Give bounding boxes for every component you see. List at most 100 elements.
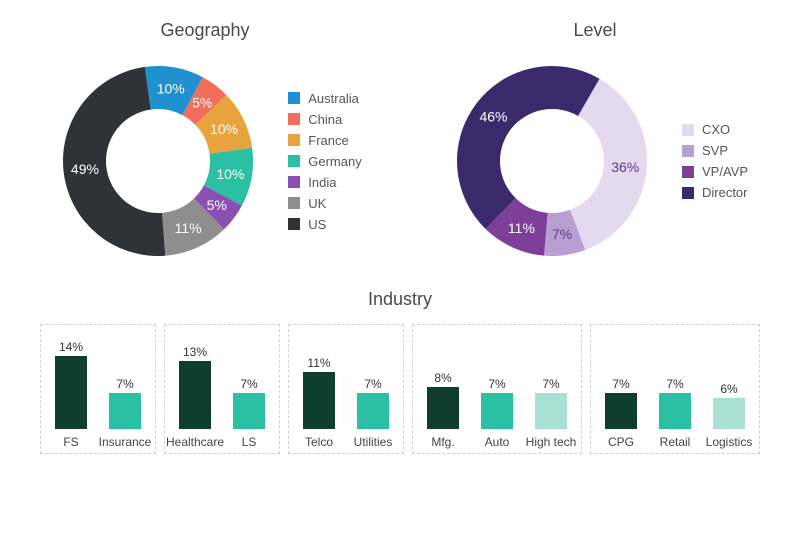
industry-panel: 11% Telco 7% Utilities [288, 324, 404, 454]
legend-swatch [682, 124, 694, 136]
geography-body: 10%5%10%10%5%11%49% AustraliaChinaFrance… [48, 51, 361, 271]
bar-rect [427, 387, 459, 429]
level-legend: CXO SVP VP/AVP Director [682, 122, 748, 200]
legend-swatch [288, 134, 300, 146]
legend-label: China [308, 112, 342, 127]
level-legend-item: CXO [682, 122, 748, 137]
level-chart: Level 36% 7% 11% 46% CXO SVP VP/AVP Director [400, 20, 790, 271]
bar-rect [535, 393, 567, 429]
industry-row: 14% FS 7% Insurance 13% Healthcare 7% LS 11% Telc… [0, 310, 800, 454]
legend-swatch [682, 187, 694, 199]
bar-value: 11% [307, 356, 330, 370]
industry-bar-cpg: 7% CPG [597, 377, 645, 449]
legend-label: Director [702, 185, 748, 200]
geography-donut: 10%5%10%10%5%11%49% [48, 51, 268, 271]
bar-rect [659, 393, 691, 429]
geography-pct-australia: 10% [157, 81, 185, 97]
legend-label: UK [308, 196, 326, 211]
industry-title-wrap: Industry [0, 289, 800, 310]
legend-swatch [288, 92, 300, 104]
legend-swatch [288, 218, 300, 230]
bar-rect [605, 393, 637, 429]
geography-legend-item: Germany [288, 154, 361, 169]
bar-rect [109, 393, 141, 429]
industry-bar-mfg-: 8% Mfg. [419, 371, 467, 449]
legend-swatch [288, 155, 300, 167]
bar-value: 14% [59, 340, 83, 354]
industry-bar-high-tech: 7% High tech [527, 377, 575, 449]
bar-rect [233, 393, 265, 429]
industry-bar-telco: 11% Telco [295, 356, 343, 449]
industry-bar-utilities: 7% Utilities [349, 377, 397, 449]
bar-value: 13% [183, 345, 207, 359]
bar-category: High tech [526, 435, 577, 449]
bar-category: CPG [608, 435, 634, 449]
bar-value: 7% [116, 377, 133, 391]
level-pct-svp: 7% [552, 226, 572, 242]
geography-pct-germany: 10% [217, 166, 245, 182]
bar-category: Retail [660, 435, 691, 449]
legend-swatch [288, 176, 300, 188]
bar-rect [303, 372, 335, 429]
industry-bar-retail: 7% Retail [651, 377, 699, 449]
legend-swatch [288, 197, 300, 209]
legend-label: Germany [308, 154, 361, 169]
industry-panel: 7% CPG 7% Retail 6% Logistics [590, 324, 760, 454]
bar-category: Insurance [99, 435, 152, 449]
bar-value: 7% [612, 377, 629, 391]
level-slice-director [457, 66, 600, 229]
bar-value: 7% [364, 377, 381, 391]
legend-swatch [682, 166, 694, 178]
legend-label: CXO [702, 122, 730, 137]
bar-rect [55, 356, 87, 429]
level-donut: 36% 7% 11% 46% [442, 51, 662, 271]
level-pct-cxo: 36% [611, 159, 639, 175]
industry-panel: 8% Mfg. 7% Auto 7% High tech [412, 324, 582, 454]
bar-value: 7% [240, 377, 257, 391]
bar-value: 6% [720, 382, 737, 396]
bar-category: Auto [485, 435, 510, 449]
geography-legend-item: France [288, 133, 361, 148]
industry-bar-auto: 7% Auto [473, 377, 521, 449]
bar-category: FS [63, 435, 78, 449]
industry-title: Industry [368, 289, 432, 309]
legend-label: VP/AVP [702, 164, 748, 179]
bar-rect [357, 393, 389, 429]
level-title: Level [573, 20, 616, 41]
bar-rect [481, 393, 513, 429]
geography-legend-item: US [288, 217, 361, 232]
geography-pct-france: 10% [210, 121, 238, 137]
level-body: 36% 7% 11% 46% CXO SVP VP/AVP Director [442, 51, 748, 271]
bar-category: Logistics [706, 435, 753, 449]
geography-legend-item: Australia [288, 91, 361, 106]
bar-value: 7% [666, 377, 683, 391]
bar-value: 7% [542, 377, 559, 391]
top-row: Geography 10%5%10%10%5%11%49% AustraliaC… [0, 0, 800, 271]
bar-category: Mfg. [431, 435, 454, 449]
bar-category: Telco [305, 435, 333, 449]
legend-label: India [308, 175, 336, 190]
legend-label: France [308, 133, 348, 148]
legend-swatch [288, 113, 300, 125]
geography-legend: Australia China France Germany India UK US [288, 91, 361, 232]
geography-pct-china: 5% [192, 94, 212, 110]
bar-category: Utilities [354, 435, 393, 449]
industry-panel: 13% Healthcare 7% LS [164, 324, 280, 454]
bar-category: LS [242, 435, 257, 449]
industry-bar-fs: 14% FS [47, 340, 95, 449]
bar-rect [713, 398, 745, 429]
bar-category: Healthcare [166, 435, 224, 449]
industry-bar-logistics: 6% Logistics [705, 382, 753, 449]
industry-bar-insurance: 7% Insurance [101, 377, 149, 449]
geography-pct-india: 5% [207, 197, 227, 213]
geography-chart: Geography 10%5%10%10%5%11%49% AustraliaC… [10, 20, 400, 271]
geography-title: Geography [160, 20, 249, 41]
legend-label: US [308, 217, 326, 232]
bar-rect [179, 361, 211, 429]
legend-label: SVP [702, 143, 728, 158]
legend-label: Australia [308, 91, 359, 106]
level-pct-director: 46% [479, 109, 507, 125]
level-pct-vp-avp: 11% [508, 220, 535, 236]
bar-value: 8% [434, 371, 451, 385]
bar-value: 7% [488, 377, 505, 391]
